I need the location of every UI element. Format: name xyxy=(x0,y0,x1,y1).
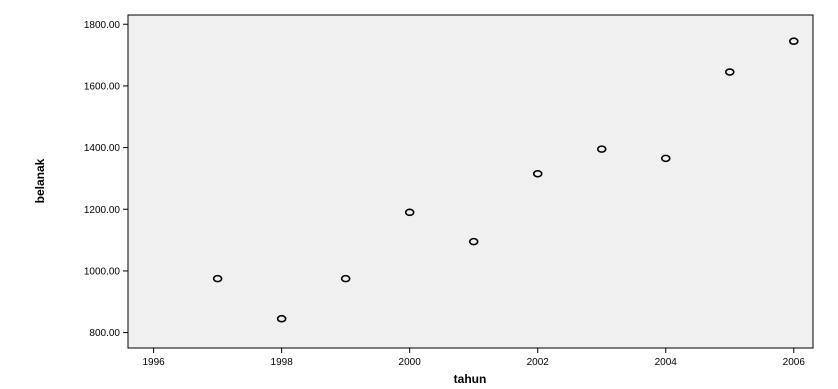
x-tick-label: 1996 xyxy=(142,357,165,368)
data-points xyxy=(212,37,799,323)
data-point xyxy=(788,37,799,46)
data-point xyxy=(724,68,735,76)
y-tick-label: 1000.00 xyxy=(84,266,121,277)
y-axis: 800.00 1000.00 1200.00 1400.00 1600.00 1800.0… xyxy=(84,20,128,339)
y-tick-label: 1200.00 xyxy=(84,205,121,216)
y-tick-label: 1600.00 xyxy=(84,81,121,92)
y-axis-title: belanak xyxy=(33,158,47,203)
data-point xyxy=(340,274,351,283)
plot-area xyxy=(127,14,814,349)
x-tick-label: 1998 xyxy=(271,357,294,368)
data-point xyxy=(276,314,287,323)
y-tick-label: 800.00 xyxy=(89,328,120,339)
y-tick-label: 1800.00 xyxy=(84,20,121,31)
data-point xyxy=(468,237,479,246)
x-tick-label: 2004 xyxy=(655,357,678,368)
y-tick-label: 1400.00 xyxy=(84,143,121,154)
x-axis: 1996 1998 2000 2002 2004 2006 xyxy=(142,348,805,368)
x-tick-label: 2006 xyxy=(783,357,806,368)
x-tick-label: 2000 xyxy=(399,357,422,368)
x-tick-label: 2002 xyxy=(527,357,550,368)
data-point xyxy=(212,274,223,283)
data-point xyxy=(532,169,543,178)
data-point xyxy=(660,154,671,163)
data-point xyxy=(404,208,415,217)
x-axis-title: tahun xyxy=(454,372,487,386)
data-point xyxy=(596,145,607,153)
